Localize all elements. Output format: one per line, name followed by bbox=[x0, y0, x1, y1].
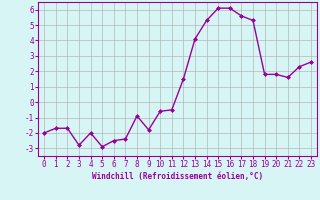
X-axis label: Windchill (Refroidissement éolien,°C): Windchill (Refroidissement éolien,°C) bbox=[92, 172, 263, 181]
